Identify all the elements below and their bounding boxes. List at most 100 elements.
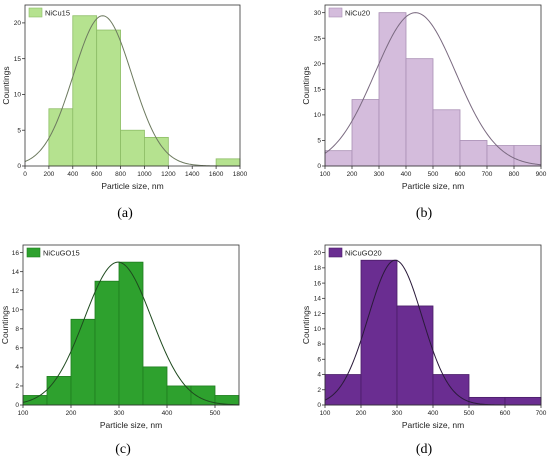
x-tick-label: 600: [455, 171, 466, 178]
panel-caption: (a): [117, 206, 133, 221]
histogram-bar: [118, 261, 144, 406]
x-tick-label: 500: [210, 410, 221, 417]
legend-swatch: [28, 7, 43, 18]
x-tick-label: 1400: [185, 171, 200, 178]
x-tick-label: 100: [320, 171, 331, 178]
x-tick-label: 500: [464, 410, 475, 417]
y-axis-title: Countings: [1, 66, 11, 104]
x-tick-label: 200: [43, 171, 54, 178]
histogram-bar: [96, 29, 121, 167]
histogram-bar: [324, 150, 353, 167]
histogram-bar: [22, 395, 48, 406]
histogram-bar: [70, 318, 96, 406]
histogram-bar: [360, 259, 398, 406]
histogram-bar: [405, 58, 434, 167]
panel-caption: (d): [416, 442, 433, 457]
histogram-bar: [72, 15, 98, 167]
histogram-bar: [504, 396, 542, 406]
x-tick-label: 400: [401, 171, 412, 178]
y-tick-label: 14: [314, 296, 322, 303]
histogram-bar: [46, 376, 72, 406]
x-tick-label: 300: [114, 410, 125, 417]
x-tick-label: 600: [91, 171, 102, 178]
histogram-bar: [396, 305, 434, 406]
x-tick-label: 1800: [233, 171, 248, 178]
y-axis-title: Countings: [301, 306, 311, 344]
y-tick-label: 16: [314, 280, 322, 287]
x-tick-label: 300: [392, 410, 403, 417]
x-axis-title: Particle size, nm: [402, 181, 464, 191]
x-tick-label: 1200: [161, 171, 176, 178]
legend-label: NiCu20: [345, 9, 370, 18]
panel-caption: (c): [115, 442, 131, 457]
x-tick-label: 700: [536, 410, 547, 417]
histogram-bar: [432, 374, 470, 406]
x-tick-label: 400: [162, 410, 173, 417]
histogram-bar: [351, 99, 380, 167]
histogram-bar: [468, 396, 506, 406]
x-tick-label: 300: [374, 171, 385, 178]
chart-panel-1: 0 200 400 600 800 1000 1200 1400 1600 1800 0 5 10 15 2…: [1, 4, 248, 221]
chart-panel-4: 100 200 300 400 500 600 700 0 2 4 6 8 10 12 14 16 18 20 Pa…: [301, 244, 547, 457]
y-tick-label: 20: [14, 20, 22, 27]
y-tick-label: 25: [314, 35, 322, 42]
histogram-bar: [48, 108, 74, 167]
histogram-bar: [215, 158, 241, 167]
histogram-bar: [142, 366, 168, 406]
x-tick-label: 0: [23, 171, 27, 178]
y-tick-label: 20: [314, 250, 322, 257]
x-tick-label: 600: [500, 410, 511, 417]
y-tick-label: 8: [15, 326, 19, 333]
legend-swatch: [328, 247, 343, 258]
y-tick-label: 5: [317, 138, 321, 145]
histogram-bar: [94, 280, 120, 406]
y-tick-label: 10: [12, 307, 20, 314]
y-tick-label: 5: [17, 127, 21, 134]
y-tick-label: 15: [14, 56, 22, 63]
x-tick-label: 200: [66, 410, 77, 417]
x-tick-label: 100: [320, 410, 331, 417]
histogram-bar: [120, 129, 145, 167]
y-tick-label: 0: [17, 163, 21, 170]
y-tick-label: 16: [12, 250, 20, 257]
x-tick-label: 1600: [209, 171, 224, 178]
y-tick-label: 12: [12, 288, 20, 295]
x-tick-label: 700: [482, 171, 493, 178]
y-tick-label: 0: [15, 402, 19, 409]
y-tick-label: 6: [15, 345, 19, 352]
y-tick-label: 10: [314, 326, 322, 333]
x-axis-title: Particle size, nm: [402, 420, 464, 430]
x-tick-label: 400: [67, 171, 78, 178]
x-tick-label: 500: [428, 171, 439, 178]
histogram-bar: [432, 109, 461, 167]
histogram-bar: [459, 140, 488, 167]
y-tick-label: 14: [12, 269, 20, 276]
y-tick-label: 4: [15, 364, 19, 371]
x-tick-label: 200: [347, 171, 358, 178]
y-tick-label: 2: [317, 387, 321, 394]
y-axis-title: Countings: [301, 66, 311, 104]
y-tick-label: 30: [314, 10, 322, 17]
y-tick-label: 10: [14, 92, 22, 99]
histogram-bar: [324, 374, 362, 406]
x-axis-title: Particle size, nm: [100, 420, 162, 430]
plot-frame: [22, 244, 240, 406]
legend-swatch: [26, 247, 41, 258]
y-tick-label: 12: [314, 311, 322, 318]
y-tick-label: 20: [314, 61, 322, 68]
legend-label: NiCuGO15: [43, 249, 80, 258]
y-tick-label: 18: [314, 265, 322, 272]
chart-panel-2: 100 200 300 400 500 600 700 800 900 0 5 10 15 20 25 30 P…: [301, 4, 547, 221]
legend-label: NiCu15: [45, 9, 70, 18]
x-tick-label: 200: [356, 410, 367, 417]
histogram-bar: [166, 385, 192, 406]
fit-curve: [324, 12, 542, 166]
x-tick-label: 1000: [137, 171, 152, 178]
y-tick-label: 15: [314, 87, 322, 94]
panel-caption: (b): [416, 206, 433, 221]
histogram-bar: [144, 136, 169, 167]
legend-label: NiCuGO20: [345, 249, 382, 258]
y-tick-label: 4: [317, 372, 321, 379]
x-tick-label: 900: [536, 171, 547, 178]
